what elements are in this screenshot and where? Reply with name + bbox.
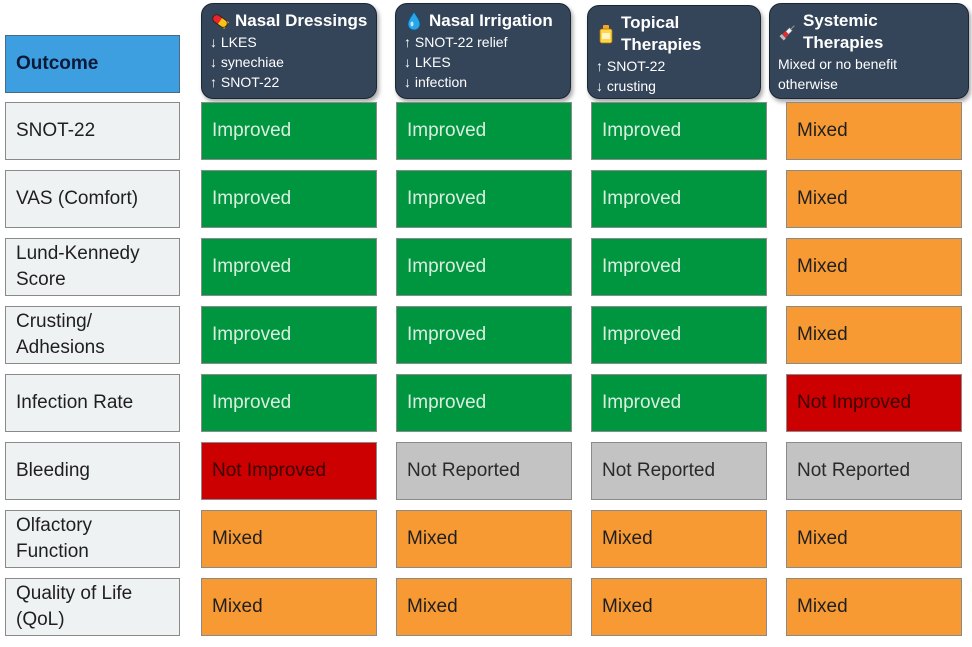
column-effect-line: ↓ LKES [210,34,257,50]
column-title-text: Topical Therapies [621,13,702,54]
column-header-nasal-dressings: Nasal Dressings ↓ LKES ↓ synechiae ↑ SNOT-2… [201,3,377,99]
result-cell: Improved [201,306,377,364]
result-cell: Improved [201,374,377,432]
column-header-topical-therapies: Topical Therapies ↑ SNOT-22 ↓ crusting [587,5,761,99]
result-cell: Mixed [201,578,377,636]
column-effect-line: ↑ SNOT-22 [210,74,280,90]
outcome-label: Infection Rate [5,374,180,432]
column-effects: ↑ SNOT-22 ↓ crusting [596,56,752,96]
column-effect-line: ↑ SNOT-22 [596,58,666,74]
column-effects: ↓ LKES ↓ synechiae ↑ SNOT-22 [210,32,368,92]
result-cell: Mixed [786,306,962,364]
result-cell: Not Reported [786,442,962,500]
result-cell: Improved [591,170,767,228]
result-cell: Improved [201,238,377,296]
outcome-label: SNOT-22 [5,102,180,160]
result-cell: Mixed [786,238,962,296]
column-title-text: Nasal Irrigation [429,11,553,30]
outcome-header: Outcome [5,35,180,93]
result-cell: Not Improved [201,442,377,500]
result-cell: Mixed [786,578,962,636]
result-cell: Not Reported [396,442,572,500]
column-effect-line: otherwise [778,76,838,92]
result-cell: Mixed [201,510,377,568]
column-header-nasal-irrigation: Nasal Irrigation ↑ SNOT-22 relief ↓ LKES ↓ … [395,3,571,99]
outcome-label: Crusting/ Adhesions [5,306,180,364]
column-title: Nasal Dressings [210,10,368,32]
bottle-icon [596,24,616,44]
result-cell: Improved [201,102,377,160]
result-cell: Improved [396,170,572,228]
outcome-label: VAS (Comfort) [5,170,180,228]
column-title-text: Nasal Dressings [235,11,368,30]
result-cell: Improved [201,170,377,228]
result-cell: Mixed [396,578,572,636]
result-cell: Mixed [396,510,572,568]
column-effects: Mixed or no benefit otherwise [778,54,960,94]
result-cell: Improved [591,238,767,296]
result-cell: Improved [396,306,572,364]
column-title: Nasal Irrigation [404,10,562,32]
column-effect-line: Mixed or no benefit [778,56,898,72]
result-cell: Improved [396,102,572,160]
column-effect-line: ↑ SNOT-22 relief [404,34,508,50]
outcome-label: Lund-Kennedy Score [5,238,180,296]
water-drop-icon [404,11,424,31]
outcome-label: Bleeding [5,442,180,500]
column-effect-line: ↓ crusting [596,78,656,94]
outcome-label: Quality of Life (QoL) [5,578,180,636]
column-title: Systemic Therapies [778,10,960,54]
result-cell: Improved [396,238,572,296]
result-cell: Mixed [591,510,767,568]
outcome-label: Olfactory Function [5,510,180,568]
column-title: Topical Therapies [596,12,752,56]
column-effect-line: ↓ infection [404,74,468,90]
column-effect-line: ↓ synechiae [210,54,284,70]
column-title-text: Systemic Therapies [803,11,884,52]
result-cell: Mixed [786,510,962,568]
result-cell: Not Reported [591,442,767,500]
result-cell: Mixed [786,102,962,160]
column-effect-line: ↓ LKES [404,54,451,70]
result-cell: Improved [591,102,767,160]
pill-icon [210,11,230,31]
result-cell: Mixed [591,578,767,636]
result-cell: Improved [591,306,767,364]
result-cell: Not Improved [786,374,962,432]
result-cell: Improved [591,374,767,432]
column-header-systemic-therapies: Systemic Therapies Mixed or no benefit oth… [769,3,969,99]
result-cell: Mixed [786,170,962,228]
syringe-icon [778,22,798,42]
result-cell: Improved [396,374,572,432]
column-effects: ↑ SNOT-22 relief ↓ LKES ↓ infection [404,32,562,92]
